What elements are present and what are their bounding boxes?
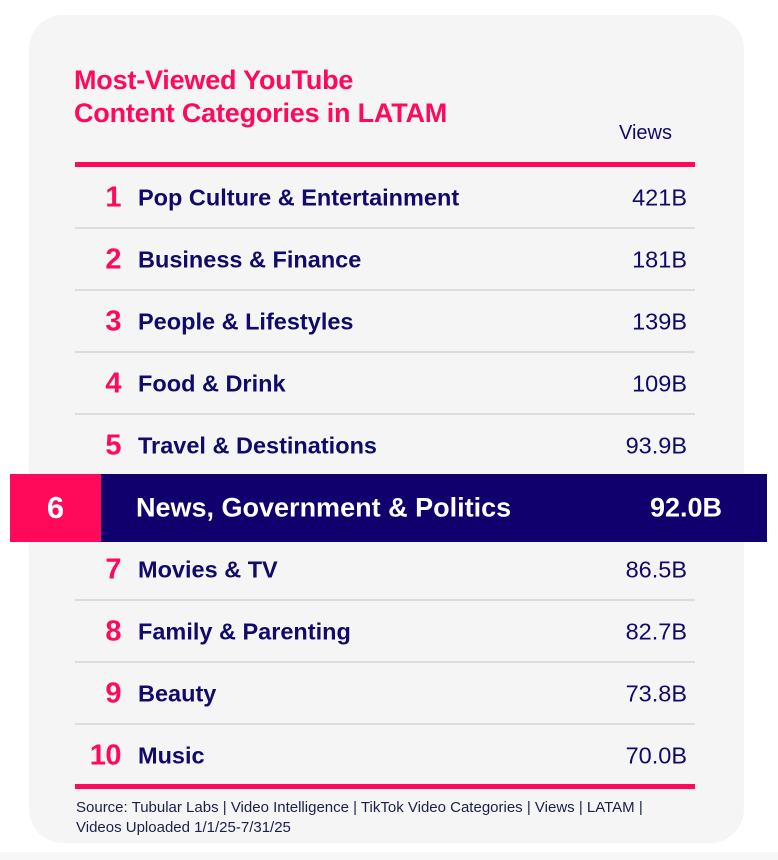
category-label: People & Lifestyles: [138, 308, 354, 335]
views-column-header: Views: [619, 122, 672, 144]
category-label: Family & Parenting: [138, 618, 351, 645]
table-row: 4 Food & Drink 109B: [75, 353, 695, 415]
rank-number: 6: [46, 490, 65, 525]
category-label: Music: [138, 742, 205, 769]
row-separator: [75, 289, 695, 291]
title-line-1: Most-Viewed YouTube: [74, 65, 354, 95]
row-separator: [75, 351, 695, 353]
category-label: News, Government & Politics: [136, 492, 512, 523]
category-label: Business & Finance: [138, 246, 362, 273]
category-label: Beauty: [138, 680, 217, 707]
source-note: Source: Tubular Labs | Video Intelligenc…: [76, 799, 643, 836]
row-separator: [75, 413, 695, 415]
table-row: 9 Beauty 73.8B: [75, 663, 695, 725]
rank-number: 4: [105, 367, 121, 400]
views-value: 181B: [632, 246, 687, 273]
category-label: Food & Drink: [138, 370, 286, 397]
title-line-2: Content Categories in LATAM: [74, 98, 448, 128]
row-separator: [75, 599, 695, 601]
views-value: 93.9B: [625, 432, 687, 459]
table-row: 8 Family & Parenting 82.7B: [75, 601, 695, 663]
highlighted-row: 6 News, Government & Politics 92.0B: [10, 474, 767, 542]
row-separator: [75, 723, 695, 725]
row-separator: [75, 227, 695, 229]
table-row: 5 Travel & Destinations 93.9B: [75, 415, 695, 477]
bottom-rule: [75, 784, 695, 789]
category-label: Travel & Destinations: [138, 432, 377, 459]
highlight-rank-box: [10, 474, 101, 542]
views-value: 421B: [632, 184, 687, 211]
top-rule: [75, 162, 695, 167]
views-value: 70.0B: [625, 742, 687, 769]
bottom-strip: [0, 852, 778, 860]
rank-number: 5: [105, 429, 121, 462]
table-row: 7 Movies & TV 86.5B: [75, 539, 695, 601]
views-value: 86.5B: [625, 556, 687, 583]
table-row: 2 Business & Finance 181B: [75, 229, 695, 291]
views-value: 73.8B: [625, 680, 687, 707]
row-separator: [75, 661, 695, 663]
rank-number: 10: [89, 739, 122, 772]
category-label: Movies & TV: [138, 556, 278, 583]
chart-title: Most-Viewed YouTube Content Categories i…: [74, 64, 447, 130]
views-value: 109B: [632, 370, 687, 397]
rank-number: 3: [105, 305, 121, 338]
rank-number: 9: [105, 677, 121, 710]
views-value: 139B: [632, 308, 687, 335]
rank-number: 1: [105, 181, 121, 214]
table-row: 3 People & Lifestyles 139B: [75, 291, 695, 353]
category-label: Pop Culture & Entertainment: [138, 184, 460, 211]
rank-number: 2: [105, 243, 121, 276]
ranking-card: [29, 15, 744, 843]
rank-number: 8: [105, 615, 121, 648]
table-row: 1 Pop Culture & Entertainment 421B: [75, 167, 695, 229]
rank-number: 7: [105, 553, 121, 586]
views-value: 92.0B: [649, 492, 722, 523]
views-value: 82.7B: [625, 618, 687, 645]
table-row: 10 Music 70.0B: [75, 725, 695, 787]
